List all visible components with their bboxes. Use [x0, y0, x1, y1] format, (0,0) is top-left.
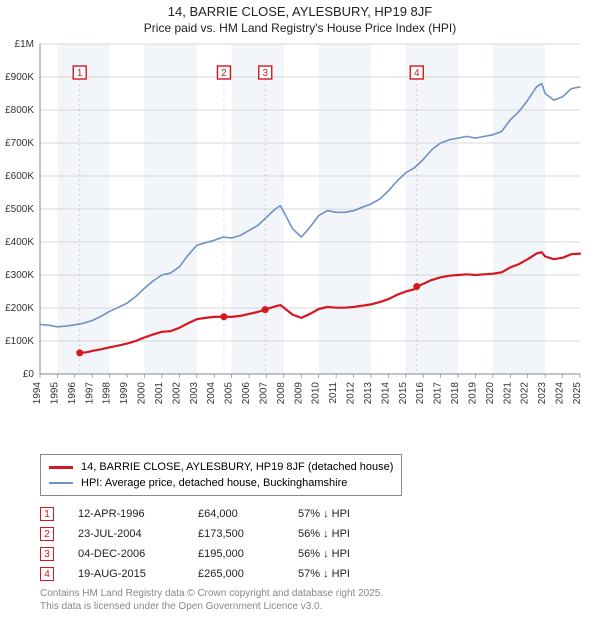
- chart-area: £0£100K£200K£300K£400K£500K£600K£700K£80…: [40, 44, 580, 414]
- sale-price: £173,500: [198, 528, 298, 540]
- table-row: 3 04-DEC-2006 £195,000 56% ↓ HPI: [40, 544, 398, 564]
- sale-date: 19-AUG-2015: [78, 568, 198, 580]
- chart-titles: 14, BARRIE CLOSE, AYLESBURY, HP19 8JF Pr…: [0, 0, 600, 35]
- svg-text:£100K: £100K: [5, 336, 34, 347]
- svg-text:2018: 2018: [450, 382, 461, 405]
- svg-text:2012: 2012: [346, 382, 357, 405]
- svg-text:1: 1: [77, 68, 83, 79]
- sale-hpi: 56% ↓ HPI: [298, 528, 398, 540]
- svg-text:2008: 2008: [276, 382, 287, 405]
- sale-marker-icon: 2: [40, 527, 54, 541]
- svg-text:2019: 2019: [467, 382, 478, 405]
- sale-hpi: 57% ↓ HPI: [298, 508, 398, 520]
- legend-label-property: 14, BARRIE CLOSE, AYLESBURY, HP19 8JF (d…: [81, 461, 393, 473]
- table-row: 2 23-JUL-2004 £173,500 56% ↓ HPI: [40, 524, 398, 544]
- sale-price: £265,000: [198, 568, 298, 580]
- svg-text:£900K: £900K: [5, 72, 34, 83]
- footer-attribution: Contains HM Land Registry data © Crown c…: [40, 588, 383, 613]
- svg-text:£200K: £200K: [5, 303, 34, 314]
- legend-label-hpi: HPI: Average price, detached house, Buck…: [81, 477, 347, 489]
- svg-text:£600K: £600K: [5, 171, 34, 182]
- legend-swatch-property: [49, 466, 73, 469]
- svg-text:2007: 2007: [258, 382, 269, 405]
- svg-text:1999: 1999: [119, 382, 130, 405]
- sale-date: 04-DEC-2006: [78, 548, 198, 560]
- svg-text:£800K: £800K: [5, 105, 34, 116]
- svg-text:1995: 1995: [49, 382, 60, 405]
- table-row: 4 19-AUG-2015 £265,000 57% ↓ HPI: [40, 564, 398, 584]
- svg-text:2: 2: [221, 68, 227, 79]
- svg-text:2022: 2022: [520, 382, 531, 405]
- svg-text:2014: 2014: [380, 382, 391, 405]
- svg-text:1996: 1996: [67, 382, 78, 405]
- svg-text:2017: 2017: [433, 382, 444, 405]
- svg-text:2015: 2015: [398, 382, 409, 405]
- svg-text:2023: 2023: [537, 382, 548, 405]
- svg-text:2025: 2025: [572, 382, 583, 405]
- svg-text:2005: 2005: [224, 382, 235, 405]
- svg-text:2021: 2021: [502, 382, 513, 405]
- svg-text:£500K: £500K: [5, 204, 34, 215]
- sale-marker-icon: 3: [40, 547, 54, 561]
- svg-text:2011: 2011: [328, 382, 339, 404]
- svg-text:1998: 1998: [102, 382, 113, 405]
- footer-line1: Contains HM Land Registry data © Crown c…: [40, 588, 383, 601]
- footer-line2: This data is licensed under the Open Gov…: [40, 601, 383, 614]
- svg-text:1997: 1997: [84, 382, 95, 405]
- svg-text:£1M: £1M: [15, 39, 34, 50]
- legend-row-hpi: HPI: Average price, detached house, Buck…: [49, 475, 393, 491]
- svg-text:2013: 2013: [363, 382, 374, 405]
- svg-text:£400K: £400K: [5, 237, 34, 248]
- sale-hpi: 56% ↓ HPI: [298, 548, 398, 560]
- svg-text:£0: £0: [23, 369, 35, 380]
- sale-date: 12-APR-1996: [78, 508, 198, 520]
- legend-row-property: 14, BARRIE CLOSE, AYLESBURY, HP19 8JF (d…: [49, 459, 393, 475]
- svg-text:£700K: £700K: [5, 138, 34, 149]
- price-chart: £0£100K£200K£300K£400K£500K£600K£700K£80…: [40, 44, 580, 414]
- sale-hpi: 57% ↓ HPI: [298, 568, 398, 580]
- title-subtitle: Price paid vs. HM Land Registry's House …: [0, 21, 600, 35]
- svg-text:2006: 2006: [241, 382, 252, 405]
- legend-swatch-hpi: [49, 482, 73, 484]
- svg-text:2009: 2009: [293, 382, 304, 405]
- legend: 14, BARRIE CLOSE, AYLESBURY, HP19 8JF (d…: [40, 454, 402, 496]
- svg-text:1994: 1994: [32, 382, 43, 405]
- sale-marker-icon: 1: [40, 507, 54, 521]
- svg-text:2016: 2016: [415, 382, 426, 405]
- svg-text:£300K: £300K: [5, 270, 34, 281]
- svg-text:2010: 2010: [311, 382, 322, 405]
- svg-text:2001: 2001: [154, 382, 165, 405]
- svg-text:4: 4: [414, 68, 420, 79]
- sales-table: 1 12-APR-1996 £64,000 57% ↓ HPI 2 23-JUL…: [40, 504, 398, 584]
- sale-marker-icon: 4: [40, 567, 54, 581]
- sale-price: £64,000: [198, 508, 298, 520]
- svg-text:2003: 2003: [189, 382, 200, 405]
- svg-text:2004: 2004: [206, 382, 217, 405]
- sale-price: £195,000: [198, 548, 298, 560]
- svg-text:2000: 2000: [137, 382, 148, 405]
- svg-text:2002: 2002: [171, 382, 182, 405]
- svg-text:2020: 2020: [485, 382, 496, 405]
- svg-text:2024: 2024: [555, 382, 566, 405]
- svg-text:3: 3: [262, 68, 268, 79]
- table-row: 1 12-APR-1996 £64,000 57% ↓ HPI: [40, 504, 398, 524]
- title-address: 14, BARRIE CLOSE, AYLESBURY, HP19 8JF: [0, 4, 600, 19]
- sale-date: 23-JUL-2004: [78, 528, 198, 540]
